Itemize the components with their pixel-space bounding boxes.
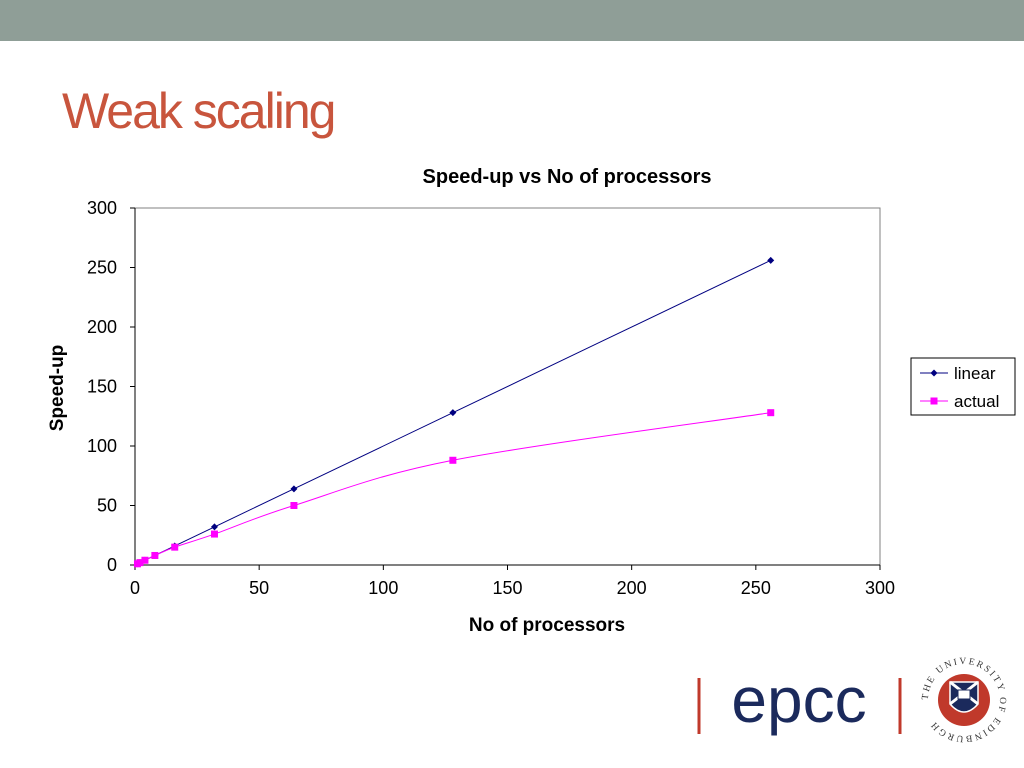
university-seal: THE UNIVERSITY OF EDINBURGH xyxy=(921,657,1005,743)
legend-item-linear: linear xyxy=(920,364,996,383)
legend-label: linear xyxy=(954,364,996,383)
x-tick-label: 50 xyxy=(249,578,269,598)
x-tick-label: 100 xyxy=(368,578,398,598)
y-tick-label: 200 xyxy=(87,317,117,337)
y-tick-label: 100 xyxy=(87,436,117,456)
data-point-actual xyxy=(210,530,218,538)
x-tick-label: 200 xyxy=(617,578,647,598)
legend-label: actual xyxy=(954,392,999,411)
data-point-linear xyxy=(767,256,775,264)
data-point-actual xyxy=(449,456,457,464)
legend-item-actual: actual xyxy=(920,392,999,411)
series-layer xyxy=(133,256,775,568)
data-point-actual xyxy=(136,559,144,567)
data-point-actual xyxy=(767,409,775,417)
data-point-linear xyxy=(290,485,298,493)
x-tick-labels: 0 50 100 150 200 250 300 xyxy=(130,578,895,598)
x-tick-label: 150 xyxy=(492,578,522,598)
y-tick-labels: 0 50 100 150 200 250 300 xyxy=(87,198,117,575)
seal-book-icon xyxy=(957,689,971,700)
data-point-actual xyxy=(151,551,159,559)
data-point-actual xyxy=(141,556,149,564)
legend: linear actual xyxy=(910,357,1016,416)
y-axis-label: Speed-up xyxy=(47,345,68,432)
slide-title: Weak scaling xyxy=(62,83,336,139)
x-tick-label: 0 xyxy=(130,578,140,598)
epcc-logo: epcc xyxy=(697,664,902,736)
x-axis-label: No of processors xyxy=(469,615,625,636)
legend-marker xyxy=(930,397,938,405)
data-point-actual xyxy=(290,502,298,509)
legend-marker xyxy=(930,369,938,377)
data-point-actual xyxy=(171,543,179,551)
y-tick-label: 300 xyxy=(87,198,117,218)
y-tick-label: 250 xyxy=(87,258,117,278)
legend-box xyxy=(910,357,1016,416)
y-tick-label: 150 xyxy=(87,377,117,397)
epcc-logo-text: epcc xyxy=(731,664,866,736)
x-tick-label: 300 xyxy=(865,578,895,598)
x-tick-label: 250 xyxy=(741,578,771,598)
data-point-linear xyxy=(449,409,457,417)
y-tick-label: 50 xyxy=(97,496,117,516)
chart-title: Speed-up vs No of processors xyxy=(423,166,712,188)
top-bar xyxy=(0,0,1024,41)
axes xyxy=(130,207,881,570)
data-point-linear xyxy=(210,523,218,531)
series-actual xyxy=(133,409,775,568)
y-tick-label: 0 xyxy=(107,555,117,575)
